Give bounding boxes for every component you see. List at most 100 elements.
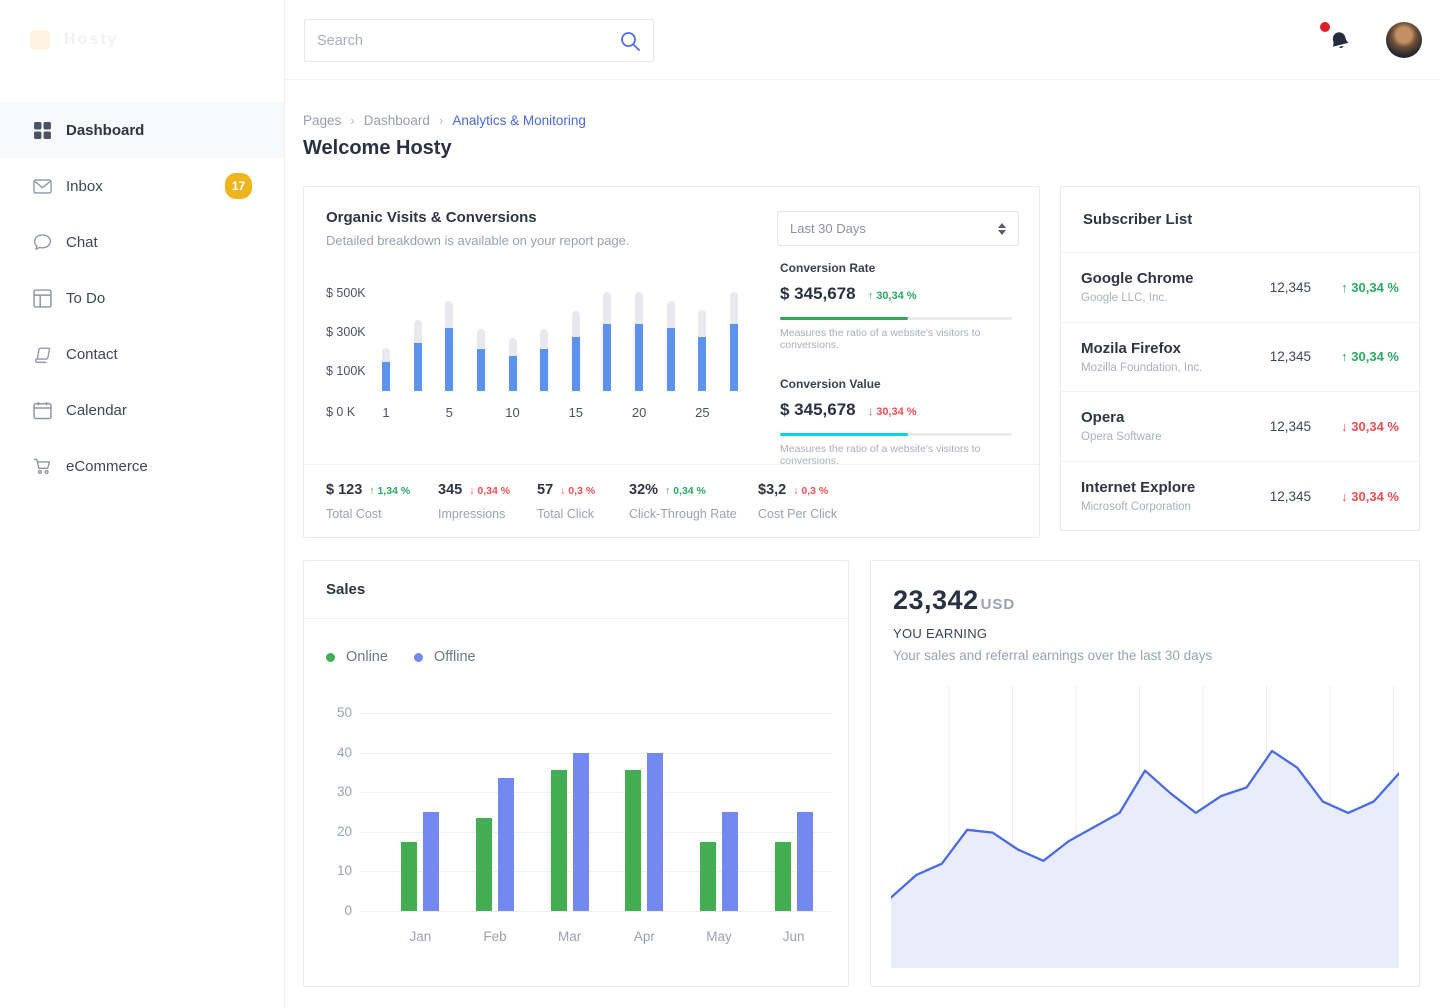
- subscriber-row[interactable]: Google Chrome Google LLC, Inc. 12,345 ↑ 30,…: [1061, 253, 1419, 323]
- breadcrumb-item[interactable]: Dashboard: [363, 113, 430, 128]
- conversions-bar: [666, 328, 675, 391]
- notifications-button[interactable]: [1320, 22, 1358, 56]
- organic-visits-card: Organic Visits & Conversions Detailed br…: [303, 186, 1040, 538]
- earnings-currency: USD: [980, 596, 1016, 613]
- sales-card: Sales Online Offline 50 40 30 20 10 0 Jan Feb Mar…: [303, 560, 849, 987]
- topbar: [285, 0, 1440, 80]
- bar-group: [635, 283, 643, 391]
- bar-group: [540, 283, 549, 391]
- subscriber-count: 12,345: [1269, 349, 1311, 365]
- bar-group: [508, 283, 517, 391]
- y-tick-label: 10: [336, 863, 352, 879]
- legend-label: Online: [346, 649, 388, 665]
- earnings-header: 23,342 USD YOU EARNING Your sales and re…: [893, 585, 1212, 663]
- subscriber-names: Google Chrome Google LLC, Inc.: [1081, 270, 1259, 304]
- stat-value-row: 57 ↓ 0,3 %: [537, 482, 629, 498]
- legend-label: Offline: [433, 649, 476, 665]
- subscriber-delta: ↑ 30,34 %: [1341, 279, 1399, 295]
- x-tick-label: 1: [382, 405, 390, 420]
- notification-dot: [1320, 22, 1330, 32]
- stat-delta: ↓ 0,3 %: [793, 484, 829, 497]
- sidebar-item-label: Calendar: [66, 401, 127, 419]
- sidebar-item-ecommerce[interactable]: eCommerce: [0, 438, 284, 494]
- conversion-metrics: Conversion Rate $ 345,678 ↑ 30,34 % Measure…: [780, 261, 1012, 493]
- gridline: [361, 792, 831, 794]
- stat-value-row: $3,2 ↓ 0,3 %: [758, 482, 878, 498]
- subscriber-name: Mozila Firefox: [1081, 339, 1182, 357]
- subscriber-company: Opera Software: [1081, 431, 1162, 444]
- online-bar: [476, 817, 492, 911]
- y-tick-label: 30: [336, 784, 352, 800]
- sales-card-title: Sales: [326, 581, 366, 598]
- subscriber-name: Google Chrome: [1081, 270, 1194, 288]
- sidebar-menu: Dashboard Inbox 17 Chat To Do Contact Calendar…: [0, 80, 284, 494]
- subscriber-company: Microsoft Corporation: [1081, 501, 1191, 514]
- sidebar-item-dashboard[interactable]: Dashboard: [0, 102, 284, 158]
- online-bar: [401, 841, 418, 911]
- stat-click-through-rate: 32% ↑ 0,34 % Click-Through Rate: [629, 482, 758, 521]
- cart-icon: [32, 456, 52, 476]
- bell-icon: [1325, 27, 1354, 56]
- x-tick-label: 25: [695, 405, 710, 420]
- logo[interactable]: Hosty: [0, 0, 284, 80]
- conversions-bar: [603, 324, 612, 391]
- date-range-select[interactable]: Last 30 Days: [777, 211, 1019, 246]
- breadcrumb-item[interactable]: Pages: [303, 113, 342, 128]
- search-box[interactable]: [304, 19, 654, 62]
- sidebar-item-chat[interactable]: Chat: [0, 214, 284, 270]
- grid-icon: [32, 120, 52, 140]
- metric-progress-fill: [780, 317, 908, 320]
- conversions-bar: [698, 337, 707, 391]
- avatar[interactable]: [1386, 22, 1422, 58]
- online-bar: [550, 770, 567, 911]
- stat-total-click: 57 ↓ 0,3 % Total Click: [537, 482, 629, 521]
- x-tick-label: May: [706, 929, 732, 944]
- stat-label: Impressions: [438, 506, 506, 521]
- subscriber-name: Internet Explore: [1081, 479, 1196, 497]
- conversions-bar: [635, 324, 643, 391]
- subscriber-row[interactable]: Internet Explore Microsoft Corporation 12,…: [1061, 462, 1419, 532]
- organic-card-title: Organic Visits & Conversions: [326, 209, 537, 226]
- logo-text: Hosty: [64, 31, 119, 48]
- sidebar-item-contact[interactable]: Contact: [0, 326, 284, 382]
- offline-bar: [796, 812, 813, 911]
- stat-total-cost: $ 123 ↑ 1,34 % Total Cost: [326, 482, 438, 521]
- sidebar-item-calendar[interactable]: Calendar: [0, 382, 284, 438]
- stat-label: Total Cost: [326, 506, 382, 521]
- sidebar-item-label: Contact: [66, 345, 118, 363]
- breadcrumb-separator: ›: [350, 113, 355, 128]
- sales-bar-group: [383, 713, 458, 911]
- conversions-bar: [476, 348, 485, 391]
- online-bar: [774, 841, 791, 911]
- chat-icon: [32, 232, 52, 252]
- gridline: [361, 752, 831, 754]
- subscriber-row[interactable]: Opera Opera Software 12,345 ↓ 30,34 %: [1061, 392, 1419, 462]
- search-input[interactable]: [317, 32, 619, 49]
- conversion-metric: Conversion Rate $ 345,678 ↑ 30,34 % Measure…: [780, 261, 1012, 351]
- metric-delta: ↓ 30,34 %: [867, 406, 917, 418]
- y-axis-label: $ 100K: [326, 364, 366, 379]
- search-icon[interactable]: [619, 30, 641, 52]
- gridline: [361, 871, 831, 873]
- date-range-value: Last 30 Days: [790, 221, 866, 236]
- bar-group: [698, 283, 707, 391]
- metric-progress-track: [780, 433, 1012, 436]
- sidebar-item-inbox[interactable]: Inbox 17: [0, 158, 284, 214]
- sidebar-item-label: Inbox: [66, 177, 103, 195]
- breadcrumb: Pages › Dashboard › Analytics & Monitoring: [303, 113, 586, 128]
- offline-bar: [722, 812, 739, 911]
- offline-bar: [572, 752, 589, 911]
- x-tick-label: Mar: [558, 929, 582, 944]
- offline-bar: [647, 752, 664, 911]
- stat-value-row: $ 123 ↑ 1,34 %: [326, 482, 438, 498]
- subscriber-count: 12,345: [1269, 488, 1311, 504]
- sales-x-axis: Jan Feb Mar Apr May Jun: [361, 929, 831, 944]
- stat-value-row: 345 ↓ 0,34 %: [438, 482, 537, 498]
- conversions-bar: [540, 348, 549, 391]
- subscriber-row[interactable]: Mozila Firefox Mozilla Foundation, Inc. 12…: [1061, 323, 1419, 392]
- stat-label: Total Click: [537, 506, 594, 521]
- breadcrumb-item[interactable]: Analytics & Monitoring: [452, 113, 586, 128]
- metric-progress-fill: [780, 433, 908, 436]
- sidebar-item-to-do[interactable]: To Do: [0, 270, 284, 326]
